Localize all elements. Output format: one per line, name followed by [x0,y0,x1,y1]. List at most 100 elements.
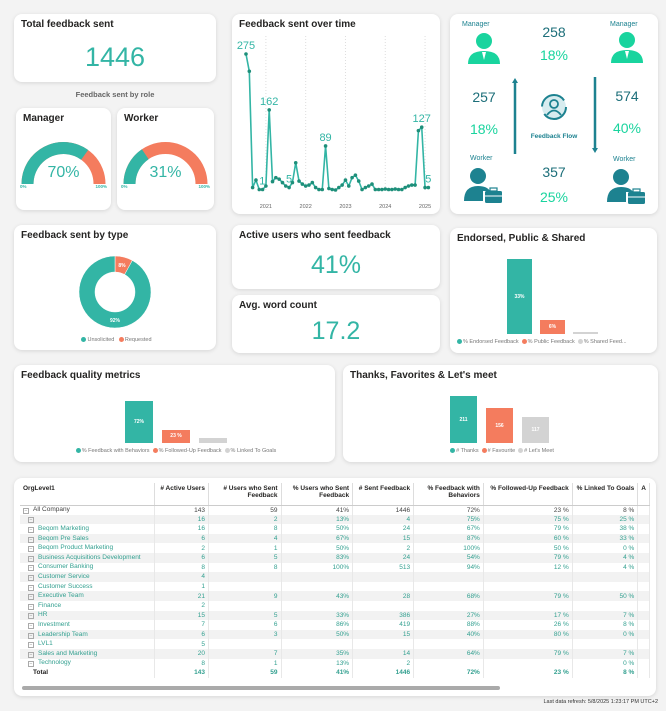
bar-2[interactable] [573,331,598,334]
expand-collapse-icon[interactable]: − [28,651,34,658]
data-point[interactable] [360,187,364,192]
data-point[interactable] [386,187,391,192]
expand-collapse-icon[interactable]: − [28,526,34,533]
expand-collapse-icon[interactable]: − [28,536,34,543]
data-point[interactable] [373,187,378,192]
data-point[interactable] [406,184,411,188]
column-header[interactable]: # Active Users [154,483,209,506]
data-point[interactable] [393,187,398,191]
cell: 41% [281,505,354,515]
data-point[interactable] [280,180,285,185]
data-point[interactable] [337,185,341,190]
manager-gauge [21,142,106,185]
data-point[interactable] [340,183,344,187]
column-header[interactable]: OrgLevel1 [20,483,156,506]
data-point[interactable] [307,183,311,187]
data-point[interactable] [396,187,401,192]
total-value: 1446 [84,42,146,72]
expand-collapse-icon[interactable]: − [28,584,34,591]
data-point[interactable] [376,187,381,192]
data-point[interactable] [310,180,315,185]
data-point[interactable] [244,52,248,56]
data-point[interactable] [333,188,338,192]
horizontal-scrollbar[interactable] [22,686,500,690]
expand-collapse-icon[interactable]: − [28,661,34,668]
expand-collapse-icon[interactable]: − [28,632,34,639]
data-point[interactable] [383,187,388,191]
data-point[interactable] [300,182,305,186]
data-point[interactable] [283,184,288,188]
data-point[interactable] [270,179,275,184]
worker-icon [464,168,502,203]
data-point[interactable] [400,187,404,192]
data-point[interactable] [356,179,361,183]
data-point[interactable] [413,183,417,187]
data-point[interactable] [274,175,278,180]
data-point[interactable] [303,184,308,188]
data-point[interactable] [330,187,335,192]
data-point[interactable] [346,184,351,188]
bar-1[interactable]: 6% [540,320,565,334]
data-point[interactable] [267,108,272,112]
expand-collapse-icon[interactable]: − [28,546,34,553]
data-point[interactable] [343,178,348,182]
column-header[interactable]: % Linked To Goals [572,483,639,506]
bar-0[interactable]: 211 [450,396,477,443]
data-point[interactable] [317,187,321,192]
expand-collapse-icon[interactable]: − [28,517,34,524]
data-point[interactable] [277,177,281,181]
data-point[interactable] [423,185,427,190]
column-header[interactable]: % Users who Sent Feedback [281,483,354,506]
column-header[interactable]: # Sent Feedback [352,483,415,506]
data-point[interactable] [264,184,268,188]
column-header[interactable]: A [637,483,650,506]
expand-collapse-icon[interactable]: − [28,613,34,620]
cell-text: Investment [38,620,70,628]
expand-collapse-icon[interactable]: − [28,565,34,572]
data-point[interactable] [416,128,421,133]
data-point[interactable] [370,182,374,186]
bar-0[interactable]: 33% [507,259,532,334]
data-point[interactable] [419,125,424,129]
data-point[interactable] [327,186,331,191]
column-header[interactable]: % Followed-Up Feedback [483,483,573,506]
data-point[interactable] [247,69,252,74]
bar-2[interactable] [199,438,227,443]
expand-collapse-icon[interactable]: − [28,555,34,562]
expand-collapse-icon[interactable]: − [28,574,34,581]
bar-0[interactable]: 72% [125,401,153,443]
expand-collapse-icon[interactable]: − [23,508,29,515]
data-point[interactable] [313,185,318,190]
donut-slice-unsolicited[interactable] [78,255,152,329]
data-point[interactable] [287,185,291,190]
expand-collapse-icon[interactable]: − [28,642,34,649]
table-header-row: OrgLevel1 # Active Users # Users who Sent … [20,483,650,506]
data-point[interactable] [426,185,431,190]
data-point[interactable] [320,187,325,192]
column-header[interactable]: # Users who Sent Feedback [208,483,282,506]
expand-collapse-icon[interactable]: − [28,603,34,610]
data-point[interactable] [390,187,394,192]
data-point[interactable] [380,187,384,192]
column-header[interactable]: % Feedback with Behaviors [413,483,484,506]
data-point[interactable] [366,184,371,188]
data-point[interactable] [323,144,328,148]
bar-1[interactable]: 23 % [162,429,190,443]
data-point[interactable] [353,173,358,177]
bar-1[interactable]: 156 [486,408,513,443]
data-point[interactable] [409,183,414,187]
data-point[interactable] [403,185,407,190]
card-title: Feedback quality metrics [21,370,141,381]
data-point[interactable] [257,187,262,192]
data-point[interactable] [290,180,295,185]
expand-collapse-icon[interactable]: − [28,594,34,601]
data-point[interactable] [250,185,255,190]
data-point[interactable] [363,185,368,190]
data-point[interactable] [260,187,265,192]
data-point[interactable] [293,161,298,165]
data-point[interactable] [254,178,258,182]
expand-collapse-icon[interactable]: − [28,622,34,629]
data-point[interactable] [350,175,354,180]
bar-2[interactable]: 117 [522,416,549,443]
data-point[interactable] [297,179,301,183]
